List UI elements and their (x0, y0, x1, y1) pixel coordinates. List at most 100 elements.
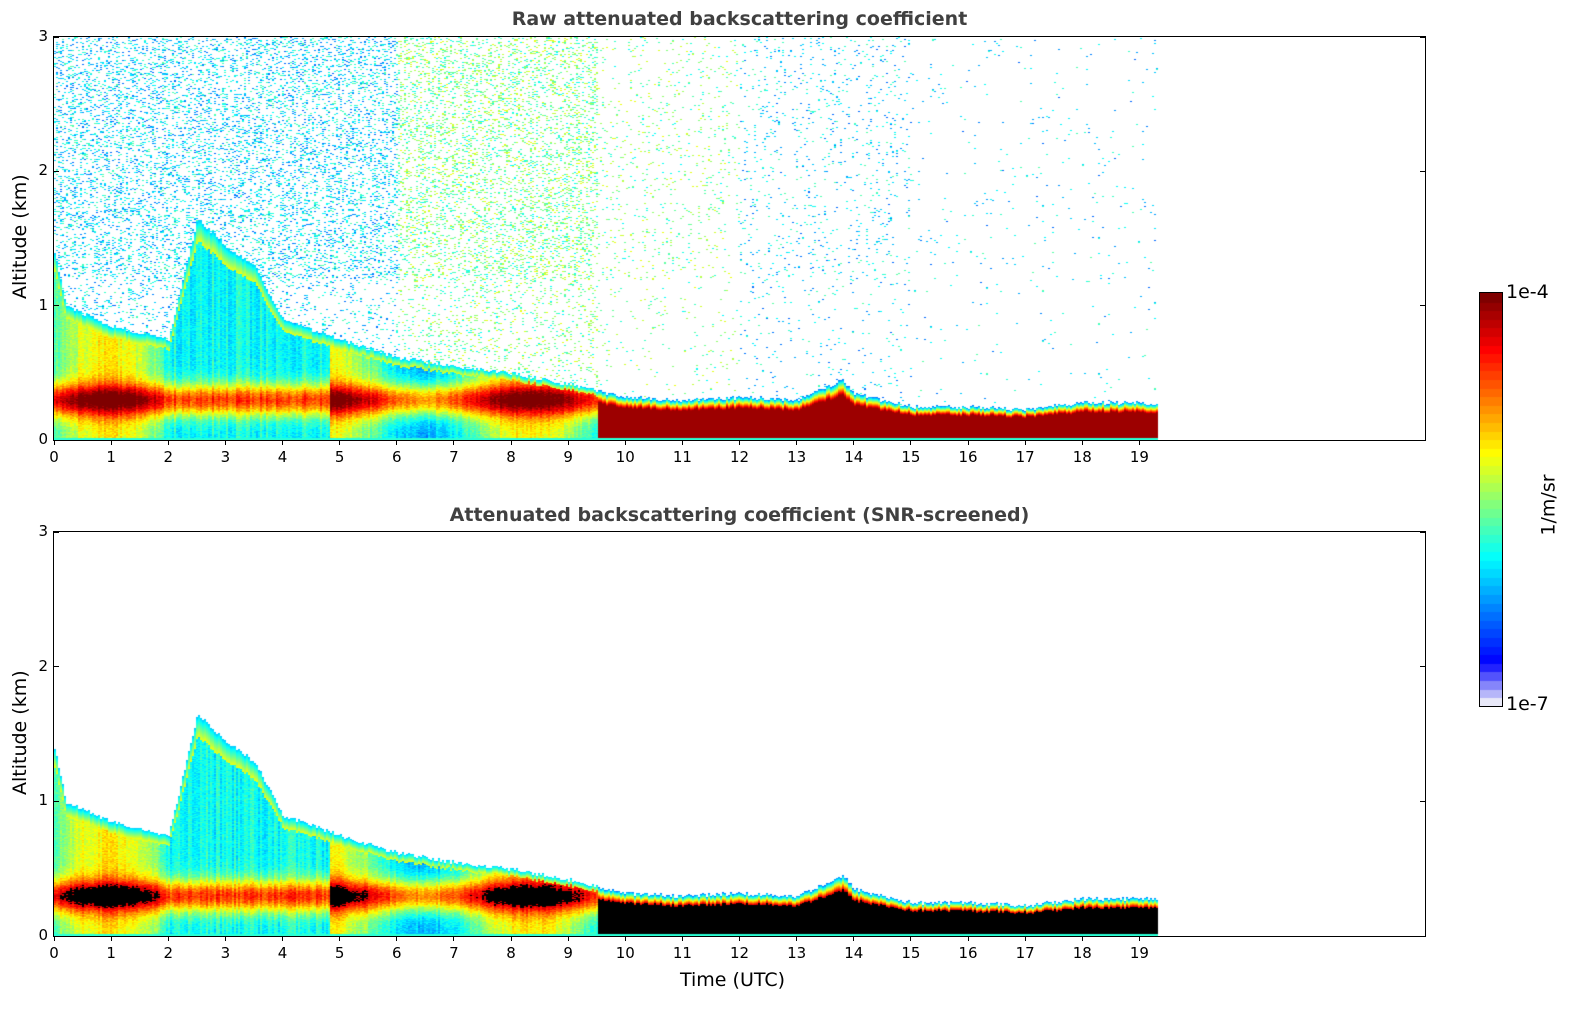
x-tick-label: 18 (1072, 944, 1092, 962)
x-tick-label: 3 (220, 944, 231, 962)
x-tick-label: 19 (1129, 944, 1149, 962)
y-tick-mark (1420, 800, 1425, 802)
y-tick-mark (54, 531, 59, 533)
x-tick-mark (53, 440, 55, 445)
y-tick-label: 0 (38, 430, 48, 448)
x-tick-mark (167, 440, 169, 445)
x-tick-label: 6 (391, 944, 402, 962)
x-tick-label: 8 (506, 448, 516, 466)
plot1-ylabel: Altitude (km) (9, 174, 31, 299)
y-tick-mark (54, 36, 59, 38)
x-tick-mark (1138, 936, 1140, 941)
x-tick-label: 11 (672, 944, 692, 962)
x-tick-mark (1024, 936, 1026, 941)
plot2-xlabel: Time (UTC) (680, 969, 786, 991)
x-tick-mark (396, 440, 398, 445)
y-tick-mark (1420, 935, 1425, 937)
y-tick-label: 3 (38, 27, 48, 45)
x-tick-label: 15 (901, 448, 921, 466)
colorbar (1479, 292, 1503, 707)
x-tick-mark (1138, 440, 1140, 445)
x-tick-mark (739, 936, 740, 941)
x-tick-mark (853, 936, 855, 941)
x-tick-label: 13 (787, 448, 807, 466)
x-tick-mark (910, 440, 912, 445)
y-tick-mark (54, 305, 59, 307)
x-tick-label: 1 (106, 448, 116, 466)
y-tick-mark (1420, 305, 1425, 307)
x-tick-label: 0 (49, 448, 59, 466)
y-tick-mark (54, 439, 59, 441)
colorbar-max-label: 1e-4 (1506, 281, 1549, 303)
y-tick-mark (1420, 439, 1425, 441)
x-tick-label: 2 (163, 944, 174, 962)
x-tick-mark (224, 440, 226, 445)
plot2-ylabel: Altitude (km) (9, 670, 31, 795)
x-tick-label: 16 (958, 944, 978, 962)
y-tick-mark (1420, 666, 1425, 668)
plot2-heatmap (54, 532, 1425, 936)
x-tick-label: 16 (958, 448, 978, 466)
y-tick-label: 2 (38, 656, 48, 675)
x-tick-label: 17 (1015, 944, 1035, 962)
x-tick-mark (53, 936, 55, 941)
y-tick-label: 2 (38, 161, 48, 180)
x-tick-label: 12 (729, 944, 750, 962)
x-tick-mark (567, 440, 569, 445)
x-tick-label: 3 (220, 448, 231, 466)
x-tick-mark (624, 936, 626, 941)
x-tick-label: 10 (615, 944, 635, 962)
x-tick-mark (796, 936, 798, 941)
x-tick-label: 5 (334, 448, 345, 466)
plot1-title: Raw attenuated backscattering coefficien… (511, 8, 968, 30)
x-tick-mark (739, 440, 740, 445)
plot2-title: Attenuated backscattering coefficient (S… (449, 504, 1030, 526)
x-tick-mark (1024, 440, 1026, 445)
x-tick-label: 7 (449, 944, 459, 962)
x-tick-mark (853, 440, 855, 445)
x-tick-mark (282, 936, 283, 941)
x-tick-label: 15 (901, 944, 921, 962)
x-tick-label: 7 (449, 448, 459, 466)
y-tick-label: 1 (38, 791, 48, 810)
x-tick-mark (510, 936, 512, 941)
x-tick-mark (910, 936, 912, 941)
x-tick-label: 12 (729, 448, 750, 466)
x-tick-label: 8 (506, 944, 516, 962)
x-tick-mark (567, 936, 569, 941)
x-tick-label: 17 (1015, 448, 1035, 466)
x-tick-mark (681, 936, 683, 941)
x-tick-label: 0 (49, 944, 59, 962)
x-tick-mark (339, 440, 341, 445)
x-tick-label: 9 (563, 944, 573, 962)
plot1-heatmap (54, 37, 1425, 440)
x-tick-mark (453, 440, 455, 445)
x-tick-mark (967, 936, 969, 941)
y-tick-label: 1 (38, 295, 48, 314)
x-tick-label: 4 (277, 448, 288, 466)
y-tick-mark (1420, 531, 1425, 533)
x-tick-label: 9 (563, 448, 573, 466)
y-tick-mark (54, 666, 59, 668)
x-tick-mark (681, 440, 683, 445)
x-tick-mark (796, 440, 798, 445)
y-tick-label: 3 (38, 522, 48, 540)
x-tick-mark (110, 936, 112, 941)
x-tick-label: 5 (334, 944, 345, 962)
x-tick-label: 10 (615, 448, 635, 466)
colorbar-min-label: 1e-7 (1506, 693, 1549, 715)
x-tick-mark (1081, 440, 1083, 445)
y-tick-mark (1420, 170, 1425, 172)
x-tick-mark (339, 936, 341, 941)
x-tick-mark (453, 936, 455, 941)
x-tick-label: 14 (844, 944, 864, 962)
x-tick-label: 13 (787, 944, 807, 962)
plot2-frame (53, 531, 1426, 937)
x-tick-label: 18 (1072, 448, 1092, 466)
x-tick-label: 11 (672, 448, 692, 466)
x-tick-mark (967, 440, 969, 445)
y-tick-mark (54, 170, 59, 172)
x-tick-mark (624, 440, 626, 445)
x-tick-mark (1081, 936, 1083, 941)
y-tick-mark (54, 935, 59, 937)
